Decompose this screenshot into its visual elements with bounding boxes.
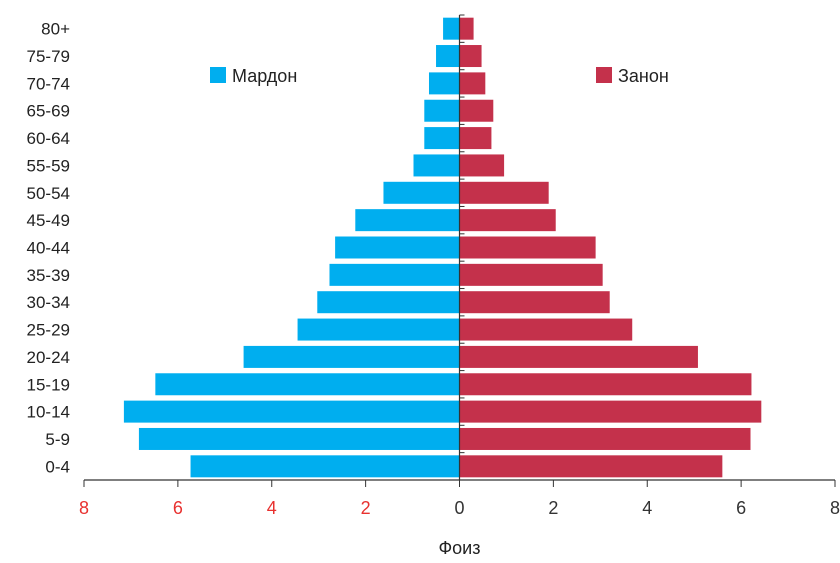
bar-female-70-74 — [459, 72, 486, 95]
legend-item-male-label: Мардон — [232, 66, 297, 86]
legend-item-female-label: Занон — [618, 66, 669, 86]
bar-female-25-29 — [459, 318, 633, 341]
bar-male-10-14 — [123, 400, 460, 423]
labels-layer: 80+75-7970-7465-6960-6455-5950-5445-4940… — [27, 20, 840, 558]
category-label: 5-9 — [45, 430, 70, 449]
bar-male-0-4 — [190, 455, 460, 478]
legend: Мардон Занон — [210, 66, 669, 86]
category-label: 25-29 — [27, 321, 70, 340]
category-label: 65-69 — [27, 102, 70, 121]
legend-item-male-swatch — [210, 67, 226, 83]
bar-female-5-9 — [459, 427, 751, 450]
bar-female-0-4 — [459, 455, 723, 478]
category-label: 20-24 — [27, 348, 70, 367]
category-label: 15-19 — [27, 375, 70, 394]
x-tick-label: 2 — [548, 498, 558, 518]
category-label: 10-14 — [27, 403, 70, 422]
category-label: 75-79 — [27, 47, 70, 66]
bar-male-45-49 — [355, 209, 460, 232]
bar-male-25-29 — [297, 318, 460, 341]
x-axis-title: Фоиз — [438, 538, 480, 558]
bar-male-65-69 — [424, 99, 460, 122]
category-label: 50-54 — [27, 184, 70, 203]
category-label: 45-49 — [27, 211, 70, 230]
bar-female-30-34 — [459, 291, 610, 314]
x-tick-label: 2 — [361, 498, 371, 518]
bar-male-75-79 — [436, 45, 460, 68]
x-tick-label: 6 — [736, 498, 746, 518]
category-label: 35-39 — [27, 266, 70, 285]
bar-female-40-44 — [459, 236, 596, 259]
bar-female-60-64 — [459, 127, 492, 150]
bar-female-50-54 — [459, 181, 549, 204]
bar-female-15-19 — [459, 373, 752, 396]
x-tick-label: 6 — [173, 498, 183, 518]
bar-female-80+ — [459, 17, 474, 40]
bar-female-35-39 — [459, 263, 603, 286]
bar-male-55-59 — [413, 154, 460, 177]
category-label: 55-59 — [27, 156, 70, 175]
bar-male-5-9 — [138, 427, 460, 450]
axis-layer — [83, 14, 836, 487]
bar-female-45-49 — [459, 209, 556, 232]
category-label: 30-34 — [27, 293, 70, 312]
x-tick-label: 8 — [830, 498, 840, 518]
bar-female-20-24 — [459, 345, 698, 368]
bar-male-15-19 — [155, 373, 460, 396]
bar-male-80+ — [443, 17, 460, 40]
bar-male-20-24 — [243, 345, 460, 368]
bar-male-40-44 — [335, 236, 460, 259]
bar-female-55-59 — [459, 154, 505, 177]
category-label: 60-64 — [27, 129, 70, 148]
category-label: 80+ — [41, 20, 70, 39]
category-label: 40-44 — [27, 239, 70, 258]
bars-layer — [123, 17, 762, 478]
bar-female-75-79 — [459, 45, 482, 68]
bar-male-50-54 — [383, 181, 460, 204]
bar-male-70-74 — [428, 72, 460, 95]
legend-item-female-swatch — [596, 67, 612, 83]
bar-male-35-39 — [329, 263, 460, 286]
x-tick-label: 4 — [642, 498, 652, 518]
x-tick-label: 8 — [79, 498, 89, 518]
bar-female-65-69 — [459, 99, 494, 122]
bar-male-30-34 — [317, 291, 460, 314]
bar-male-60-64 — [424, 127, 460, 150]
category-label: 0-4 — [45, 457, 70, 476]
bar-female-10-14 — [459, 400, 762, 423]
category-label: 70-74 — [27, 74, 70, 93]
x-tick-label: 0 — [454, 498, 464, 518]
x-tick-label: 4 — [267, 498, 277, 518]
